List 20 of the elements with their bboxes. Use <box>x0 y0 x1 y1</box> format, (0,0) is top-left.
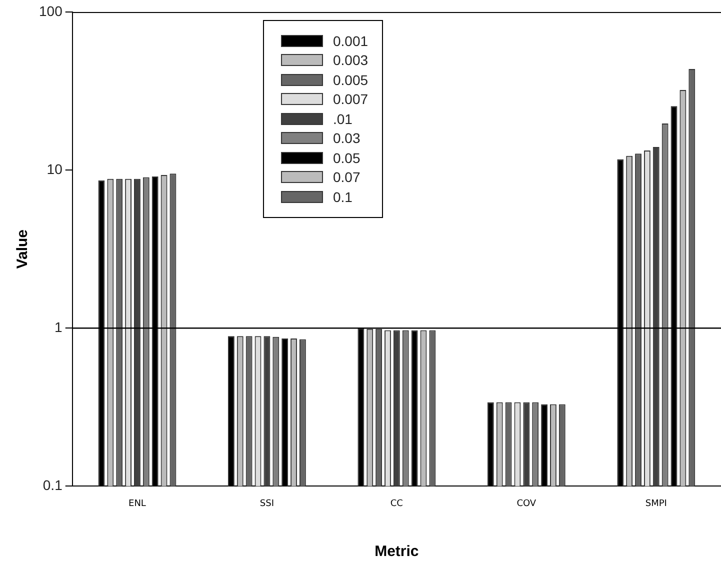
legend-label: 0.007 <box>333 91 368 108</box>
legend-label: 0.005 <box>333 72 368 88</box>
x-tick-label: ENL <box>128 498 146 509</box>
x-tick-label: SSI <box>260 498 274 509</box>
y-tick-label: 10 <box>46 160 63 177</box>
legend-label: 0.05 <box>333 150 360 166</box>
legend-label: .01 <box>333 110 352 127</box>
x-axis-title: Metric <box>374 543 419 560</box>
legend-label: 0.001 <box>333 32 368 49</box>
x-tick-label: SMPI <box>645 498 667 509</box>
legend-label: 0.03 <box>333 130 360 146</box>
y-tick-label: 0.1 <box>42 477 63 494</box>
legend-label: 0.1 <box>333 188 352 205</box>
x-tick-label: COV <box>516 498 537 509</box>
x-tick-label: CC <box>390 498 403 509</box>
legend-label: 0.07 <box>333 169 360 186</box>
y-tick-label: 100 <box>39 2 63 19</box>
legend-label: 0.003 <box>333 52 368 68</box>
y-tick-label: 1 <box>54 318 63 335</box>
y-axis-title: Value <box>14 230 32 269</box>
